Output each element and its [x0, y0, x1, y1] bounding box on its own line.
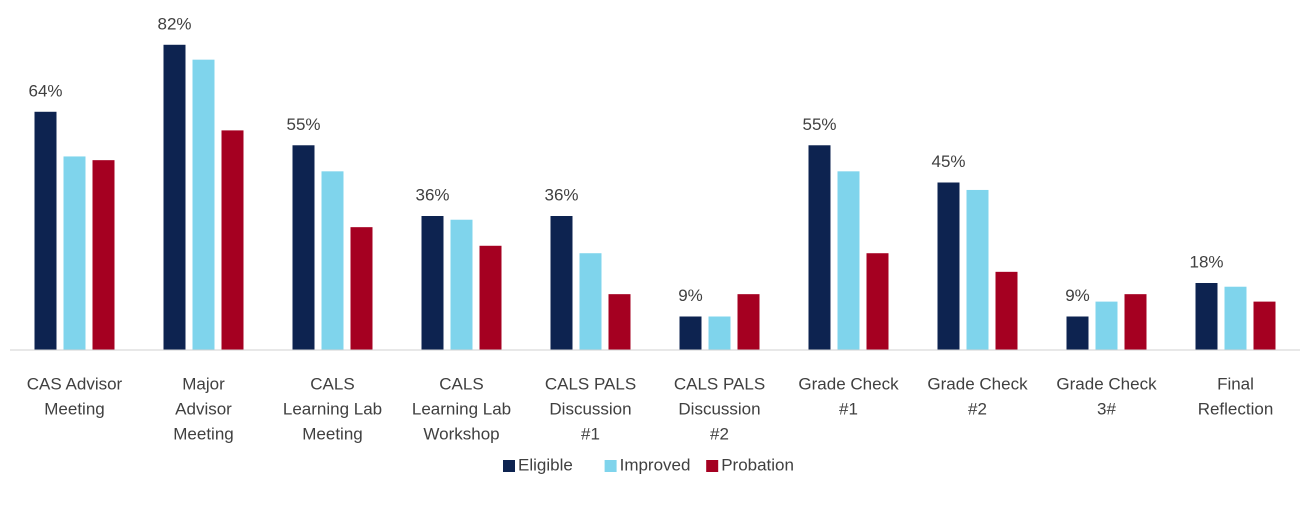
- x-tick-label: CALS: [310, 374, 354, 393]
- x-tick-label: Discussion: [678, 399, 760, 418]
- x-tick-label: #2: [710, 424, 729, 443]
- bar: [608, 294, 631, 350]
- bar: [92, 160, 115, 350]
- legend-swatch: [604, 460, 617, 472]
- x-tick-label: CALS PALS: [674, 374, 765, 393]
- bar: [321, 171, 344, 350]
- bar: [163, 44, 186, 351]
- x-tick-label: Grade Check: [1056, 374, 1157, 393]
- bar: [808, 145, 831, 350]
- data-label: 9%: [678, 286, 703, 305]
- x-tick-label: Grade Check: [927, 374, 1028, 393]
- data-label: 45%: [931, 152, 965, 171]
- legend-swatch: [706, 460, 719, 472]
- bar: [192, 59, 215, 351]
- x-tick-label: #1: [839, 399, 858, 418]
- x-tick-label: Advisor: [175, 399, 232, 418]
- bar: [421, 216, 444, 350]
- x-tick-label: Learning Lab: [412, 399, 511, 418]
- x-tick-label: Learning Lab: [283, 399, 382, 418]
- bar: [479, 245, 502, 350]
- bar: [966, 189, 989, 350]
- x-tick-label: Major: [182, 374, 225, 393]
- x-tick-label: Workshop: [423, 424, 499, 443]
- x-tick-label: CAS Advisor: [27, 374, 123, 393]
- bar: [837, 171, 860, 350]
- bar: [1224, 286, 1247, 350]
- bar: [579, 253, 602, 350]
- bar: [34, 111, 57, 351]
- data-label: 82%: [157, 14, 191, 33]
- legend-swatch: [503, 460, 515, 472]
- x-tick-label: Reflection: [1198, 399, 1274, 418]
- bar: [995, 271, 1018, 350]
- data-label: 18%: [1189, 252, 1223, 271]
- legend-label: Probation: [721, 455, 794, 474]
- x-tick-label: Meeting: [44, 399, 104, 418]
- bar: [708, 316, 731, 350]
- x-tick-label: 3#: [1097, 399, 1116, 418]
- x-tick-label: Discussion: [549, 399, 631, 418]
- x-tick-label: Meeting: [173, 424, 233, 443]
- legend-label: Improved: [620, 455, 691, 474]
- bar: [292, 145, 315, 350]
- data-label: 55%: [286, 115, 320, 134]
- bar: [550, 216, 573, 350]
- data-label: 36%: [415, 185, 449, 204]
- data-label: 9%: [1065, 286, 1090, 305]
- x-tick-label: Grade Check: [798, 374, 899, 393]
- legend-label: Eligible: [518, 455, 573, 474]
- x-tick-label: Meeting: [302, 424, 362, 443]
- bar: [63, 156, 86, 350]
- x-tick-label: #1: [581, 424, 600, 443]
- bar: [1066, 316, 1089, 350]
- bar: [1124, 294, 1147, 350]
- bar: [866, 253, 889, 350]
- bar: [1253, 301, 1276, 350]
- bar: [737, 294, 760, 350]
- data-label: 55%: [802, 115, 836, 134]
- bar: [1195, 283, 1218, 350]
- data-label: 36%: [544, 185, 578, 204]
- bar: [1095, 301, 1118, 350]
- data-label: 64%: [28, 81, 62, 100]
- x-tick-label: #2: [968, 399, 987, 418]
- bar: [221, 130, 244, 350]
- bar: [350, 227, 373, 350]
- bar: [937, 182, 960, 350]
- bar: [450, 219, 473, 350]
- x-tick-label: CALS: [439, 374, 483, 393]
- x-tick-label: Final: [1217, 374, 1254, 393]
- bar: [679, 316, 702, 350]
- x-tick-label: CALS PALS: [545, 374, 636, 393]
